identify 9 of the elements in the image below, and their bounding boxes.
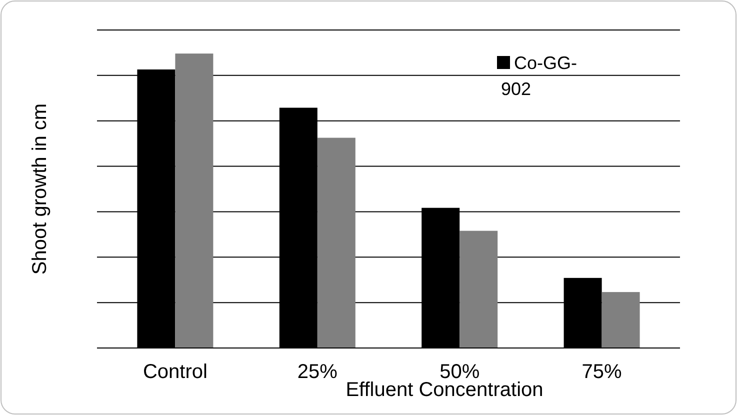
bar [460,230,498,348]
x-tick-label: Control [142,361,208,383]
x-tick-label: 25% [297,361,338,383]
bar [602,292,640,348]
bar [317,138,356,348]
y-axis-title: Shoot growth in cm [29,103,51,275]
x-tick-label: 75% [582,361,622,383]
bar [175,54,214,348]
legend-label: Co-GG-902 [501,53,578,99]
